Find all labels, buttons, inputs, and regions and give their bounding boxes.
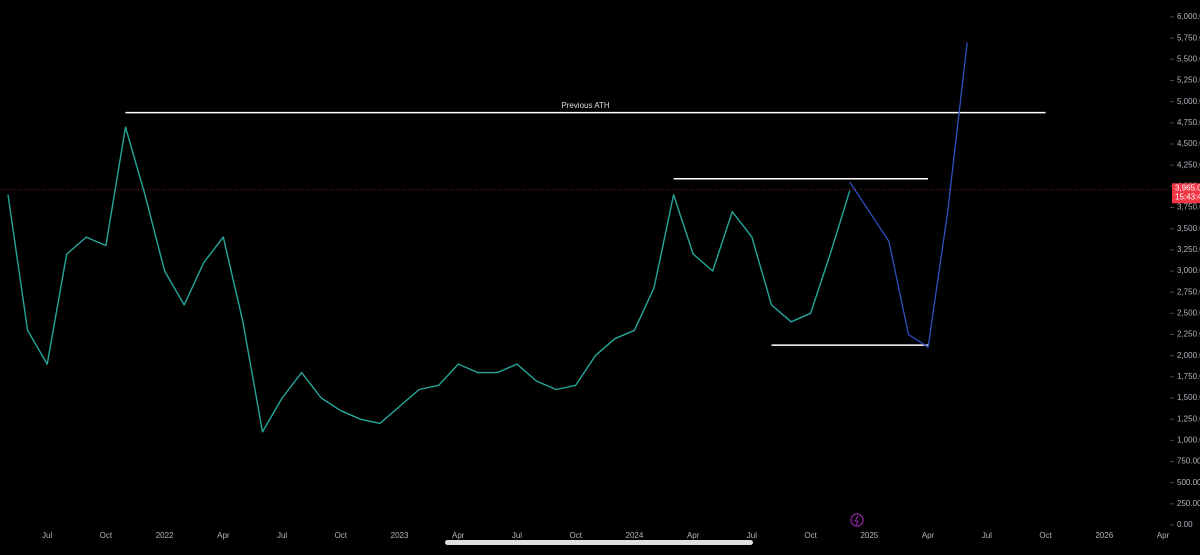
x-tick-label: 2023: [391, 531, 409, 540]
y-tick-label: 750.00: [1177, 457, 1200, 466]
x-tick-label: 2025: [860, 531, 878, 540]
y-tick-label: 0.00: [1177, 520, 1193, 529]
scrollbar[interactable]: [445, 540, 753, 545]
x-tick-label: Apr: [452, 531, 465, 540]
price-line: [7, 126, 851, 433]
x-tick-label: Jul: [277, 531, 287, 540]
y-tick-label: 5,250.00: [1177, 76, 1200, 85]
y-tick-label: 500.00: [1177, 478, 1200, 487]
level-label: Previous ATH: [561, 101, 610, 110]
y-tick-label: 5,500.00: [1177, 54, 1200, 63]
x-tick-label: Jul: [512, 531, 522, 540]
y-tick-label: 2,500.00: [1177, 308, 1200, 317]
y-tick-label: 4,500.00: [1177, 139, 1200, 148]
y-tick-label: 1,750.00: [1177, 372, 1200, 381]
x-tick-label: Oct: [100, 531, 113, 540]
x-tick-label: Jul: [747, 531, 757, 540]
y-tick-label: 1,500.00: [1177, 393, 1200, 402]
y-tick-label: 2,250.00: [1177, 330, 1200, 339]
x-tick-label: 2022: [156, 531, 174, 540]
y-tick-label: 4,750.00: [1177, 118, 1200, 127]
price-tag-label: 3,965.0: [1175, 183, 1200, 192]
x-tick-label: Apr: [922, 531, 935, 540]
event-icon-bolt: [854, 515, 859, 526]
x-tick-label: Oct: [804, 531, 817, 540]
x-tick-label: 2024: [626, 531, 644, 540]
y-tick-label: 4,250.00: [1177, 160, 1200, 169]
x-tick-label: Oct: [335, 531, 348, 540]
x-tick-label: Oct: [1039, 531, 1052, 540]
x-tick-label: Apr: [687, 531, 700, 540]
y-tick-label: 3,750.00: [1177, 203, 1200, 212]
y-tick-label: 250.00: [1177, 499, 1200, 508]
x-tick-label: Jul: [42, 531, 52, 540]
y-tick-label: 3,500.00: [1177, 224, 1200, 233]
y-tick-label: 2,000.00: [1177, 351, 1200, 360]
y-tick-label: 1,250.00: [1177, 414, 1200, 423]
y-tick-label: 5,000.00: [1177, 97, 1200, 106]
x-tick-label: Oct: [569, 531, 582, 540]
projection-line: [849, 42, 968, 348]
y-tick-label: 1,000.00: [1177, 435, 1200, 444]
x-tick-label: Apr: [217, 531, 230, 540]
y-tick-label: 3,250.00: [1177, 245, 1200, 254]
x-tick-label: Jul: [982, 531, 992, 540]
price-tag: [1172, 183, 1200, 204]
event-icon[interactable]: [850, 513, 864, 527]
y-tick-label: 5,750.00: [1177, 33, 1200, 42]
x-tick-label: Apr: [1157, 531, 1170, 540]
x-tick-label: 2026: [1095, 531, 1113, 540]
y-tick-label: 2,750.00: [1177, 287, 1200, 296]
countdown-label: 15:43:4: [1175, 192, 1200, 201]
y-tick-label: 3,000.00: [1177, 266, 1200, 275]
y-tick-label: 6,000.00: [1177, 12, 1200, 21]
